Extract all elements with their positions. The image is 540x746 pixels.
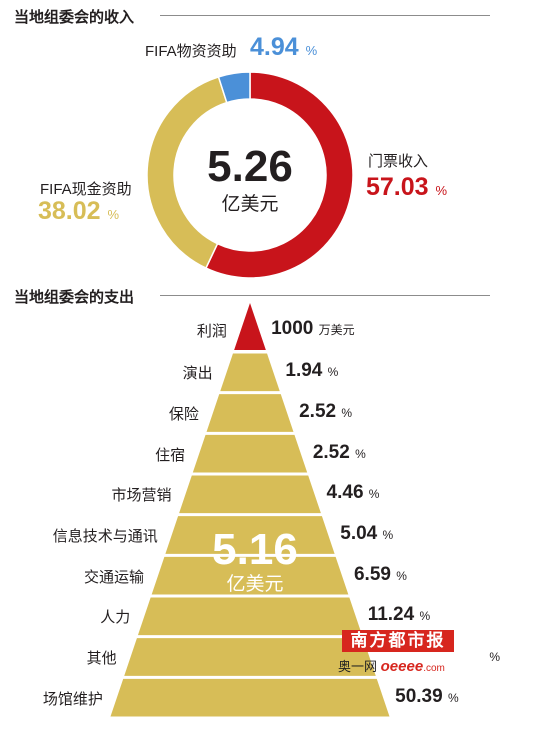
pyramid-category-label: 交通运输 [84, 568, 145, 586]
pyramid-value-number: 4.46 [326, 482, 369, 504]
pyramid-value-number: 6.59 [353, 563, 397, 585]
pyramid-category-label: 人力 [100, 609, 131, 627]
pyramid-category-label: 演出 [182, 365, 213, 383]
pyramid-category-label: 利润 [196, 323, 227, 340]
slice-value-fifa-in-kind-unit: % [305, 43, 318, 58]
pyramid-category-label: 保险 [168, 406, 199, 423]
pyramid-value-label: 50.39 % [395, 686, 459, 708]
pyramid-value-label: % [489, 645, 500, 667]
pyramid-category-label: 住宿 [155, 446, 186, 464]
watermark-site-domain: oeeee [380, 658, 424, 675]
pyramid-value-label: 1.94 % [285, 360, 338, 382]
slice-value-fifa-in-kind: 4.94 % [250, 33, 317, 62]
expense-total-unit: 亿美元 [226, 574, 284, 595]
watermark-brand: 南方都市报 [342, 630, 454, 652]
pyramid-value-number: 11.24 [367, 604, 420, 626]
pyramid-category-label: 其他 [86, 650, 117, 667]
pyramid-value-unit: % [419, 609, 431, 624]
pyramid-value-number: 1.94 [285, 360, 328, 382]
slice-label-fifa-cash: FIFA现金资助 [40, 181, 132, 198]
pyramid-value-unit: % [327, 365, 339, 380]
pyramid-value-label: 2.52 % [299, 401, 352, 423]
income-total-value: 5.26 [207, 142, 293, 191]
income-total-unit: 亿美元 [221, 194, 279, 215]
pyramid-layer-9 [110, 678, 390, 717]
pyramid-value-unit: % [355, 446, 366, 461]
slice-value-tickets: 57.03 % [366, 173, 447, 202]
watermark: 南方都市报 奥一网 oeeee.com [338, 630, 466, 678]
pyramid-value-unit: % [447, 690, 459, 705]
expense-section-title: 当地组委会的支出 [14, 289, 135, 306]
slice-value-fifa-cash-number: 38.02 [38, 197, 101, 225]
watermark-site-cn: 奥一网 [338, 659, 378, 674]
slice-value-fifa-cash-unit: % [107, 207, 120, 222]
pyramid-value-unit: % [368, 487, 380, 502]
slice-label-tickets: 门票收入 [368, 153, 429, 170]
pyramid-value-label: 1000 万美元 [271, 318, 355, 340]
pyramid-layer-4 [179, 475, 321, 514]
watermark-site-suffix: .com [423, 663, 445, 674]
watermark-site: 奥一网 oeeee.com [338, 656, 466, 675]
slice-label-fifa-in-kind: FIFA物资资助 [145, 43, 237, 60]
pyramid-value-label: 6.59 % [354, 564, 407, 586]
pyramid-value-unit: % [382, 528, 394, 542]
pyramid-layer-7 [137, 597, 363, 636]
pyramid-value-label: 2.52 % [313, 442, 366, 464]
pyramid-value-unit: % [396, 568, 407, 583]
slice-value-tickets-unit: % [435, 183, 448, 198]
pyramid-value-label: 5.04 % [340, 523, 393, 545]
slice-value-fifa-cash: 38.02 % [38, 197, 119, 226]
pyramid-layer-1 [220, 353, 280, 392]
slice-value-tickets-number: 57.03 [366, 173, 429, 201]
pyramid-value-number: 5.04 [340, 523, 383, 544]
pyramid-layer-3 [192, 434, 308, 473]
pyramid-value-number: 2.52 [312, 441, 356, 463]
pyramid-category-label: 信息技术与通讯 [52, 528, 158, 545]
pyramid-category-label: 场馆维护 [42, 690, 103, 708]
pyramid-layer-0 [234, 303, 266, 350]
pyramid-value-label: 4.46 % [327, 482, 380, 504]
income-section-rule [160, 15, 490, 16]
slice-value-fifa-in-kind-number: 4.94 [250, 33, 299, 61]
pyramid-value-number: 1000 [271, 318, 319, 339]
pyramid-value-unit: % [489, 650, 501, 664]
expense-total-value: 5.16 [212, 525, 298, 574]
expense-section-rule [160, 295, 490, 296]
pyramid-layer-2 [206, 394, 294, 432]
income-section-title: 当地组委会的收入 [14, 9, 135, 26]
pyramid-value-label: 11.24 % [368, 604, 430, 626]
donut-slice-2 [217, 71, 251, 104]
pyramid-value-unit: 万美元 [318, 323, 355, 337]
pyramid-category-label: 市场营销 [111, 487, 172, 505]
pyramid-value-unit: % [341, 406, 353, 420]
pyramid-value-number: 2.52 [299, 401, 342, 422]
pyramid-value-number: 50.39 [395, 685, 448, 707]
